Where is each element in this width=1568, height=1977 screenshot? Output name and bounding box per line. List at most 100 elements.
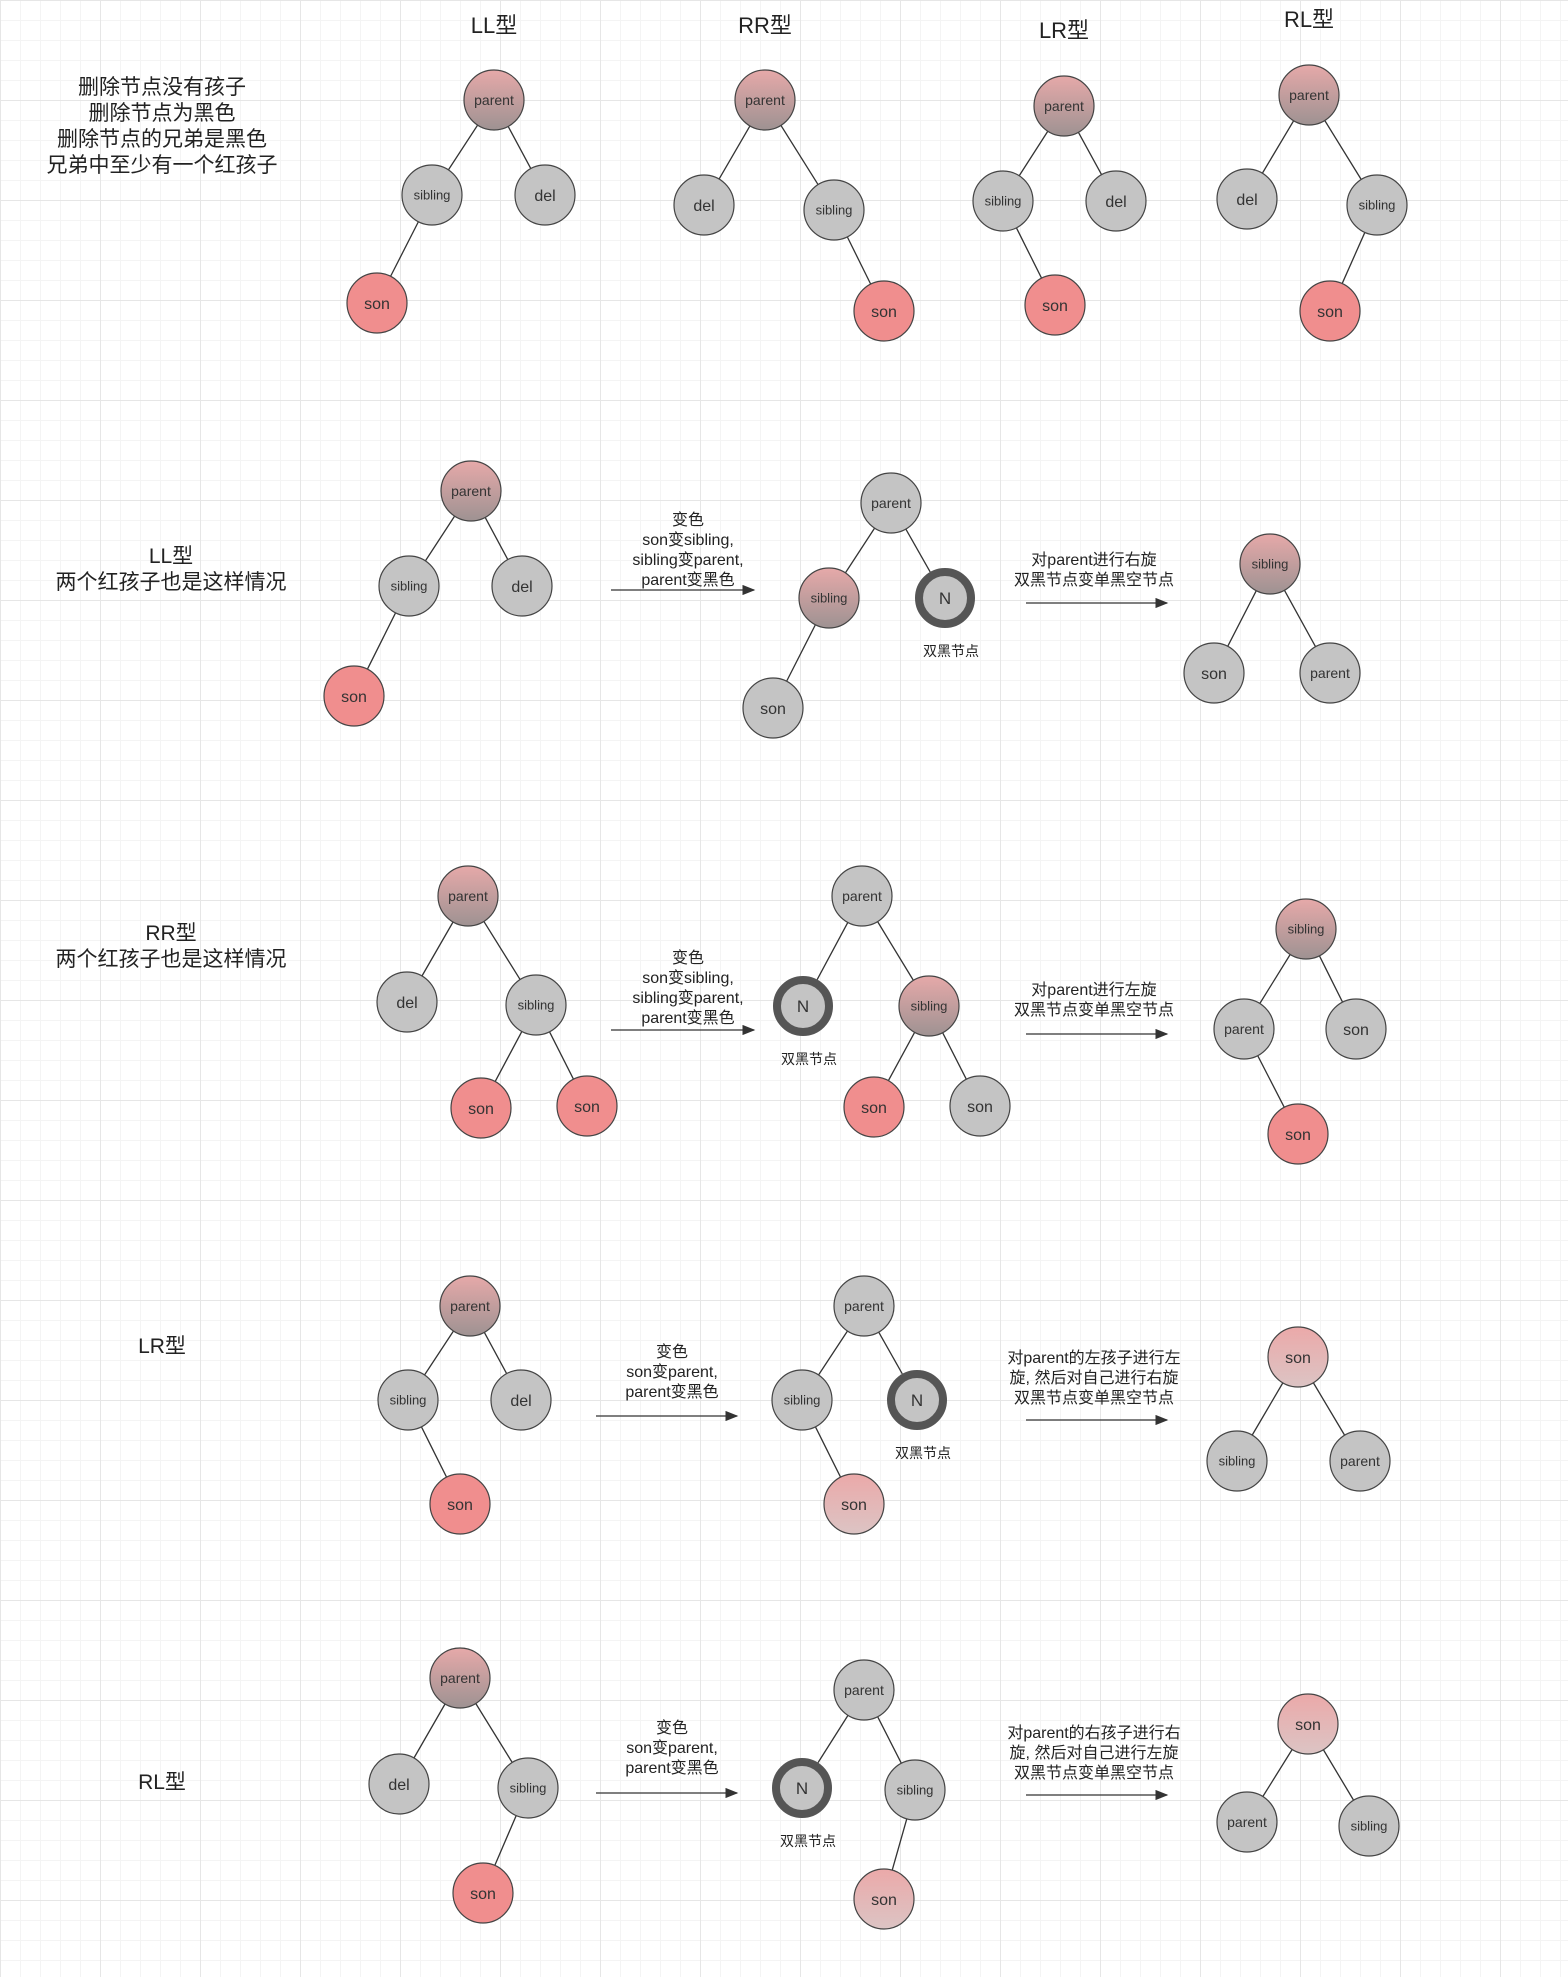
rl-before-node-parent: parent xyxy=(429,1647,491,1709)
rl-mid-circle-son xyxy=(853,1868,915,1930)
ll-before-edge-sibling-son xyxy=(366,612,397,670)
rr-mid-double-black-circle xyxy=(773,976,833,1036)
cond-rr-label-son: son xyxy=(871,304,897,321)
cond-ll-node-parent: parent xyxy=(463,69,525,131)
rr-arrow1-line-3: sibling变parent, xyxy=(632,990,744,1007)
cond-lr-circle-sibling xyxy=(972,170,1034,232)
cond-rl-circle-sibling xyxy=(1346,174,1408,236)
lr-arrow1-text: 变色 son变parent, parent变黑色 xyxy=(625,1343,718,1403)
rl-arrow1-line-3: parent变黑色 xyxy=(625,1760,719,1777)
rl-arrow2-text: 对parent的右孩子进行右 旋, 然后对自己进行左旋 双黑节点变单黑空节点 xyxy=(1007,1724,1180,1784)
rr-mid-node-son-left: son xyxy=(843,1076,905,1138)
rl-before-label-parent: parent xyxy=(440,1670,480,1686)
lr-mid-edge-parent-null xyxy=(878,1331,903,1375)
ll-before-edge-parent-sibling xyxy=(424,515,456,562)
lr-before-label-parent: parent xyxy=(450,1298,490,1314)
rr-arrow1-line-4: parent变黑色 xyxy=(641,1010,735,1027)
lr-before-node-parent: parent xyxy=(439,1275,501,1337)
lr-after-node-son: son xyxy=(1267,1326,1329,1388)
rr-arrow1-line-1: 变色 xyxy=(671,950,704,967)
rr-before-edge-sibling-son-right xyxy=(548,1031,575,1080)
conditions-line-1: 删除节点没有孩子 xyxy=(78,76,246,99)
conditions-line-2: 删除节点为黑色 xyxy=(88,102,236,125)
rl-mid-node-son: son xyxy=(853,1868,915,1930)
rr-mid-node-sibling: sibling xyxy=(898,975,960,1037)
rl-after-circle-sibling xyxy=(1338,1795,1400,1857)
rr-before-node-son-left: son xyxy=(450,1077,512,1139)
ll-mid-label-parent: parent xyxy=(871,495,911,511)
ll-arrow1-line-3: sibling变parent, xyxy=(632,552,744,569)
rr-arrow2-line-1: 对parent进行左旋 xyxy=(1031,982,1157,999)
rr-before-edge-sibling-son-left xyxy=(494,1031,523,1082)
rr-after-label-parent: parent xyxy=(1224,1021,1264,1037)
ll-after-node-son: son xyxy=(1183,642,1245,704)
ll-mid-edge-sibling-son xyxy=(786,624,816,682)
ll-after-circle-son xyxy=(1183,642,1245,704)
rl-mid-double-black-caption: 双黑节点 xyxy=(780,1833,836,1849)
cond-rr-circle-del xyxy=(673,174,735,236)
lr-before-label-son: son xyxy=(447,1497,473,1514)
rr-mid-circle-son-right xyxy=(949,1075,1011,1137)
rr-desc-line-2: 两个红孩子也是这样情况 xyxy=(55,948,287,971)
ll-mid-circle-son xyxy=(742,677,804,739)
rr-before-node-parent: parent xyxy=(437,865,499,927)
cond-rr-node-son: son xyxy=(853,280,915,342)
ll-arrow1-line-2: son变sibling, xyxy=(642,532,734,549)
ll-after-node-sibling: sibling xyxy=(1239,533,1301,595)
cond-rl-circle-del xyxy=(1216,168,1278,230)
rl-before-edge-sibling-son xyxy=(494,1815,517,1866)
rr-before-circle-son-left xyxy=(450,1077,512,1139)
cond-ll-circle-parent xyxy=(463,69,525,131)
rl-mid-edge-sibling-son xyxy=(891,1818,908,1871)
rr-before-node-del: del xyxy=(376,971,438,1033)
cond-rl-node-del: del xyxy=(1216,168,1278,230)
rr-after-edge-sibling-parent xyxy=(1259,954,1291,1004)
lr-arrow1-line-1: 变色 xyxy=(655,1344,688,1361)
header-rr: RR型 xyxy=(738,13,792,38)
cond-rl-label-del: del xyxy=(1236,192,1257,209)
rl-mid-null-node-label: N xyxy=(796,1779,808,1798)
cond-lr-label-son: son xyxy=(1042,298,1068,315)
lr-mid-circle-parent xyxy=(833,1275,895,1337)
lr-arrow1-line-3: parent变黑色 xyxy=(625,1384,719,1401)
cond-rr-circle-parent xyxy=(734,69,796,131)
rr-arrow2-line-2: 双黑节点变单黑空节点 xyxy=(1013,1002,1175,1019)
rl-after-circle-parent xyxy=(1216,1791,1278,1853)
ll-before-node-del: del xyxy=(491,555,553,617)
conditions-line-3: 删除节点的兄弟是黑色 xyxy=(57,128,267,151)
rl-mid-edge-parent-sibling xyxy=(877,1716,902,1764)
rr-mid-edge-parent-null xyxy=(816,922,849,980)
rr-after-label-sibling: sibling xyxy=(1288,922,1325,937)
lr-mid-circle-sibling xyxy=(771,1369,833,1431)
rr-before-edge-parent-sibling xyxy=(483,921,521,980)
ll-arrow1-text: 变色 son变sibling, sibling变parent, parent变黑… xyxy=(632,511,743,591)
cond-lr-node-del: del xyxy=(1085,170,1147,232)
rr-mid-label-sibling: sibling xyxy=(911,999,948,1014)
cond-ll-label-sibling: sibling xyxy=(414,188,451,203)
rl-after-circle-son xyxy=(1277,1693,1339,1755)
lr-after-label-son: son xyxy=(1285,1350,1311,1367)
cond-rl-edge-parent-del xyxy=(1261,120,1295,174)
rr-after-circle-son-right xyxy=(1325,998,1387,1060)
rr-mid-edge-sibling-son-left xyxy=(887,1032,916,1081)
rr-before-label-son-right: son xyxy=(574,1099,600,1116)
lr-mid-double-black-caption: 双黑节点 xyxy=(895,1445,951,1461)
rr-after-edge-sibling-son-right xyxy=(1318,955,1344,1003)
rr-after-circle-parent xyxy=(1213,998,1275,1060)
rr-after-node-sibling: sibling xyxy=(1275,898,1337,960)
lr-before-label-sibling: sibling xyxy=(390,1393,427,1408)
cond-rr-edge-parent-del xyxy=(718,125,751,180)
rl-mid-node-null: N 双黑节点 xyxy=(772,1758,836,1849)
ll-before-label-del: del xyxy=(511,579,532,596)
header-ll: LL型 xyxy=(470,13,518,38)
rr-mid-edge-sibling-son-right xyxy=(942,1032,967,1080)
rr-arrow2-text: 对parent进行左旋 双黑节点变单黑空节点 xyxy=(1014,981,1174,1021)
rl-before-node-del: del xyxy=(368,1753,430,1815)
rl-arrow1-line-2: son变parent, xyxy=(626,1740,718,1757)
cond-ll-label-son: son xyxy=(364,296,390,313)
rl-arrow1-text: 变色 son变parent, parent变黑色 xyxy=(625,1719,718,1779)
cond-ll-edge-parent-del xyxy=(507,126,532,169)
rr-before-circle-parent xyxy=(437,865,499,927)
conditions-line-4: 兄弟中至少有一个红孩子 xyxy=(46,154,278,177)
lr-before-circle-sibling xyxy=(377,1369,439,1431)
